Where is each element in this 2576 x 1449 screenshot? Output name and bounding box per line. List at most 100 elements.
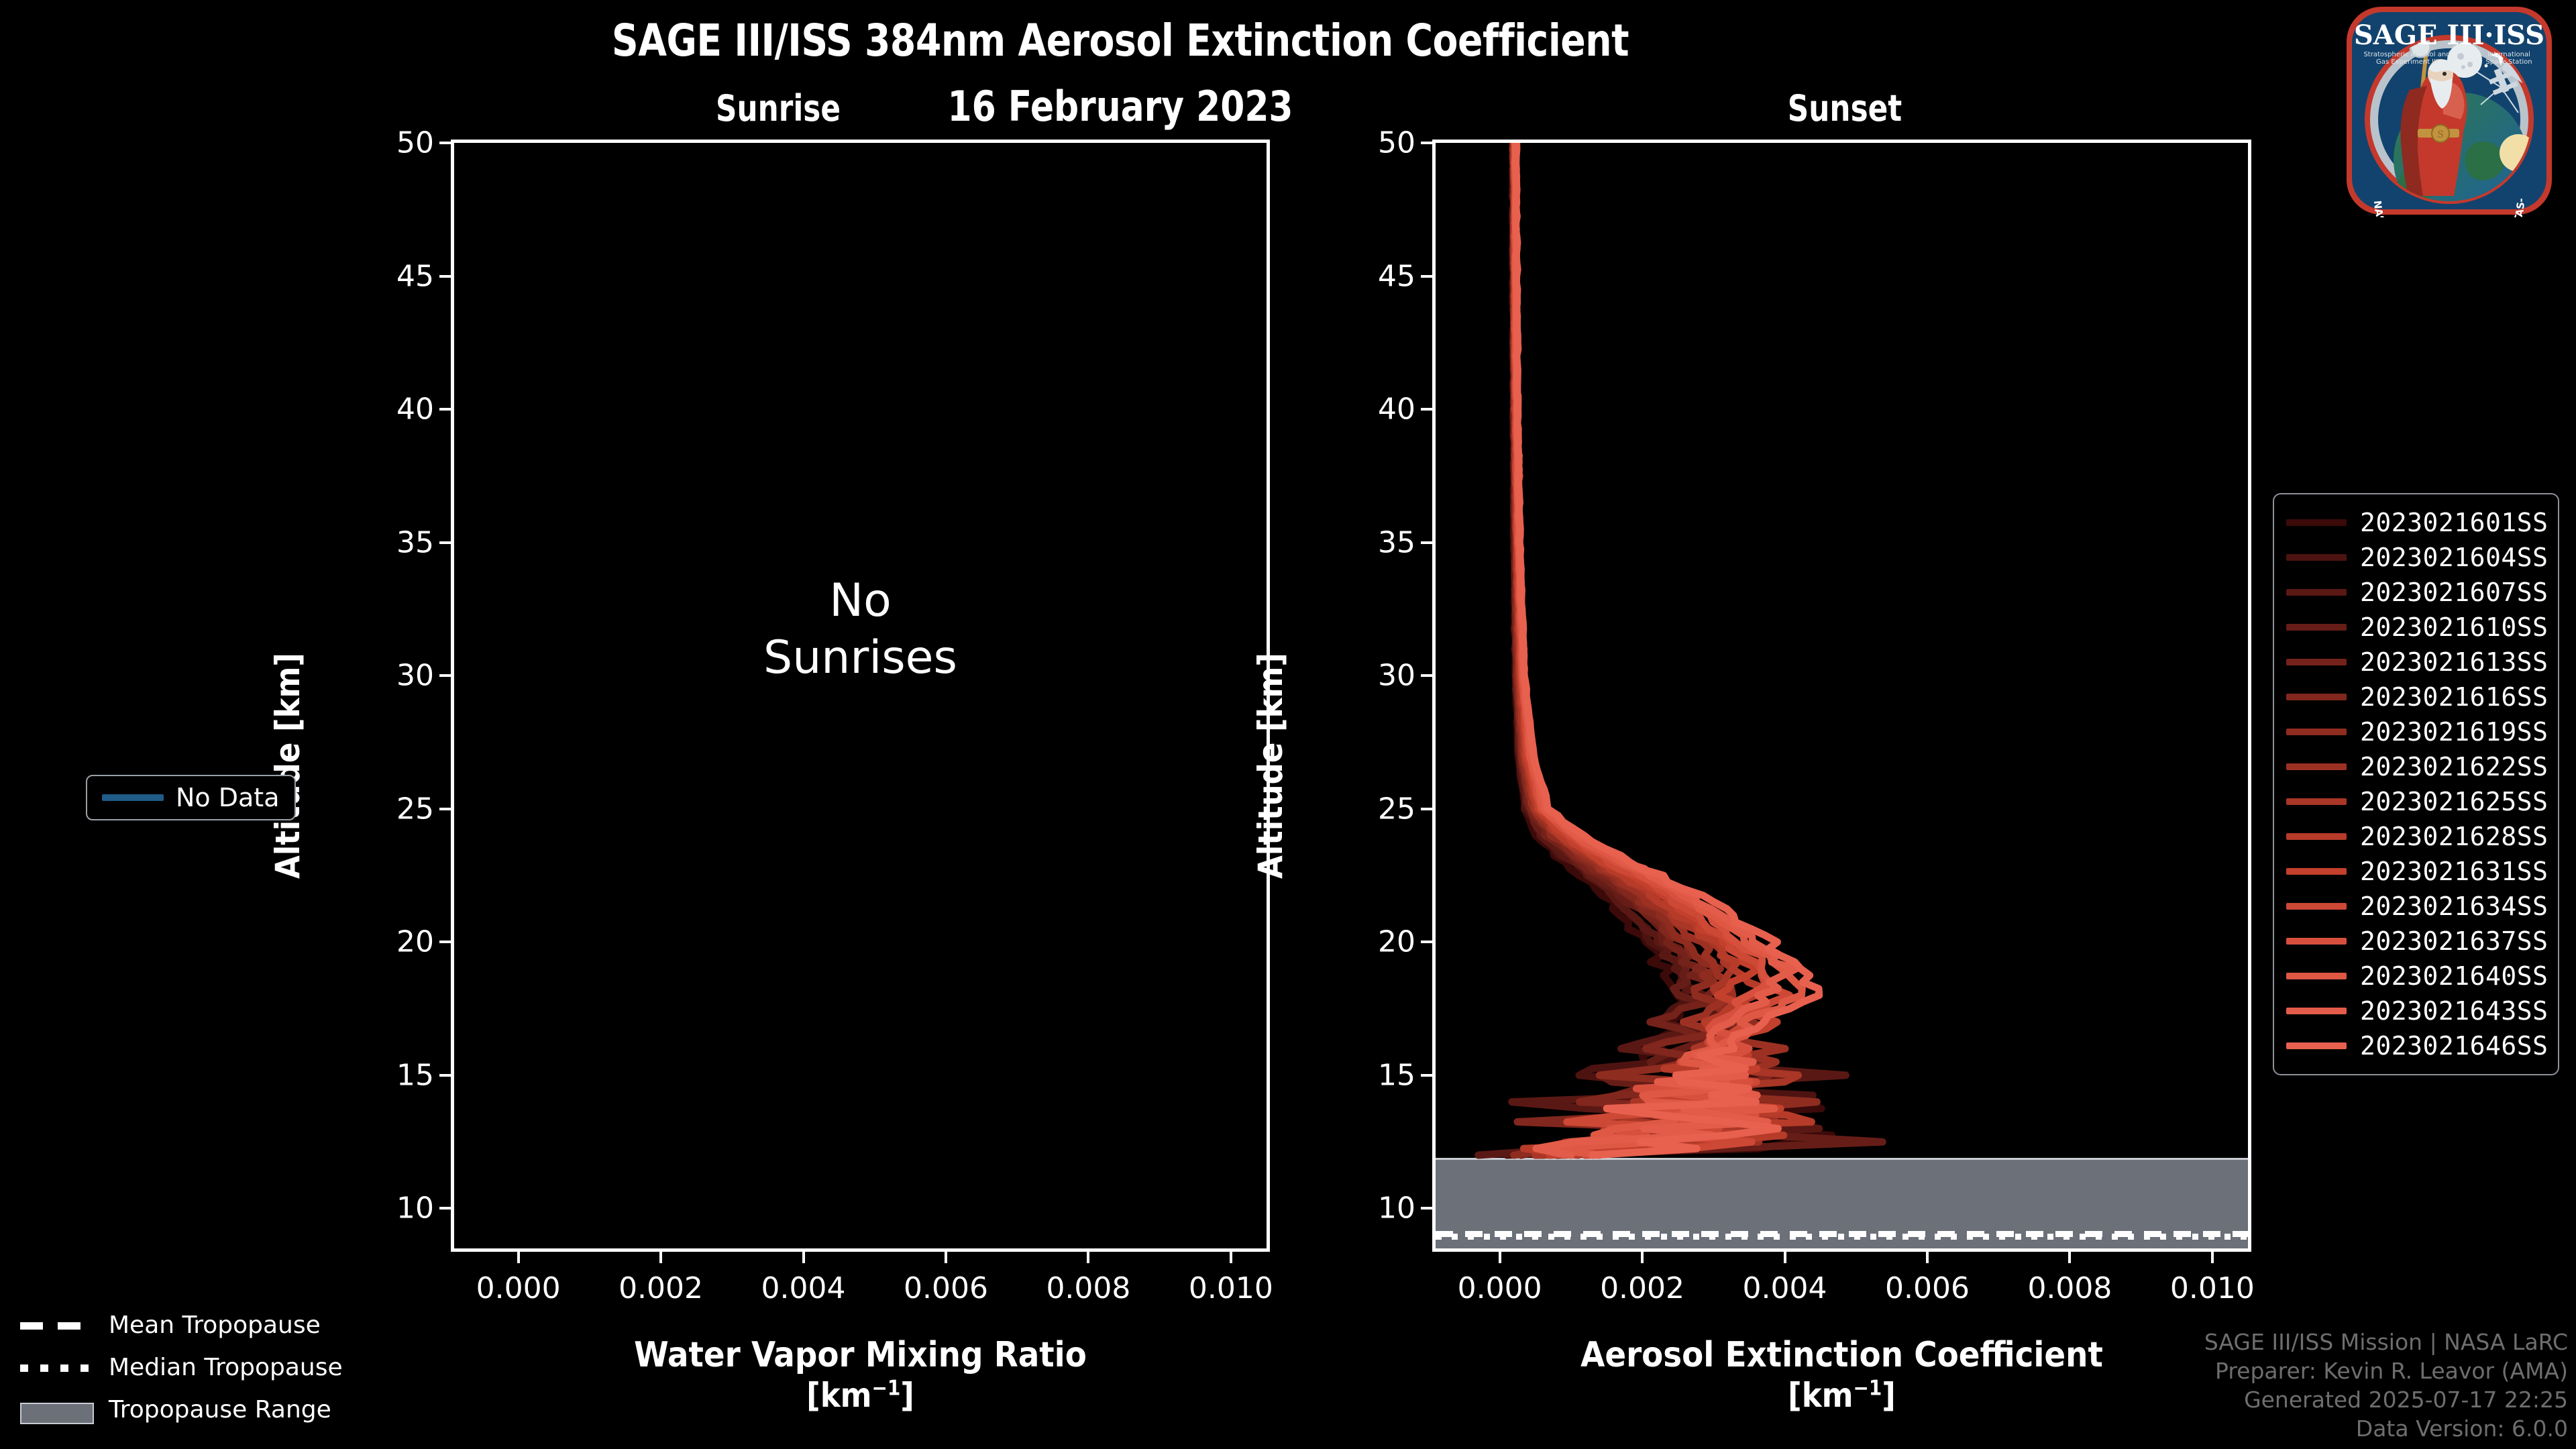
y-tick-mark bbox=[1421, 408, 1436, 411]
y-tick-mark bbox=[1421, 941, 1436, 944]
legend-item-2023021619SS[interactable]: 2023021619SS bbox=[2286, 714, 2548, 749]
x-tick-mark bbox=[517, 1248, 520, 1263]
attribution-block: SAGE III/ISS Mission | NASA LaRC Prepare… bbox=[2204, 1328, 2568, 1444]
y-tick-label-20: 20 bbox=[396, 924, 434, 959]
legend-line-swatch bbox=[2286, 554, 2347, 561]
sunrise-y-axis-label: Altitude [km] bbox=[268, 653, 307, 879]
legend-line-swatch bbox=[2286, 973, 2347, 979]
legend-label: 2023021601SS bbox=[2360, 508, 2548, 537]
y-tick-mark bbox=[439, 274, 454, 278]
y-tick-label-35: 35 bbox=[1378, 525, 1415, 560]
attribution-generated: Generated 2025-07-17 22:25 bbox=[2244, 1387, 2568, 1413]
legend-label: 2023021616SS bbox=[2360, 682, 2548, 712]
y-tick-label-40: 40 bbox=[396, 392, 434, 427]
legend-item-2023021628SS[interactable]: 2023021628SS bbox=[2286, 819, 2548, 854]
legend-line-swatch bbox=[2286, 903, 2347, 910]
sunset-y-axis-label: Altitude [km] bbox=[1251, 653, 1290, 879]
y-tick-label-10: 10 bbox=[1378, 1191, 1415, 1226]
attribution-preparer: Preparer: Kevin R. Leavor (AMA) bbox=[2215, 1358, 2568, 1385]
legend-line-swatch bbox=[2286, 798, 2347, 805]
svg-text:Stratospheric Aerosol and: Stratospheric Aerosol and bbox=[2363, 51, 2450, 58]
legend-item-2023021646SS[interactable]: 2023021646SS bbox=[2286, 1028, 2548, 1063]
legend-line-swatch bbox=[2286, 589, 2347, 596]
y-tick-mark bbox=[439, 674, 454, 678]
legend-item-2023021607SS[interactable]: 2023021607SS bbox=[2286, 575, 2548, 610]
sunrise-plot-area: No Sunrises bbox=[454, 143, 1267, 1248]
x-tick-label-3: 0.006 bbox=[1884, 1271, 1970, 1305]
x-tick-label-4: 0.008 bbox=[1046, 1271, 1131, 1305]
legend-line-swatch bbox=[2286, 1042, 2347, 1049]
no-data-legend-label: No Data bbox=[176, 783, 280, 812]
profile-curve-2023021643SS bbox=[1511, 143, 1801, 1159]
no-data-legend[interactable]: No Data bbox=[86, 775, 296, 820]
y-tick-label-50: 50 bbox=[1378, 125, 1415, 160]
x-tick-label-1: 0.002 bbox=[1600, 1271, 1685, 1305]
legend-label: 2023021628SS bbox=[2360, 822, 2548, 851]
legend-label: 2023021604SS bbox=[2360, 543, 2548, 572]
legend-line-swatch bbox=[2286, 868, 2347, 875]
y-tick-mark bbox=[439, 941, 454, 944]
attribution-mission: SAGE III/ISS Mission | NASA LaRC bbox=[2204, 1329, 2568, 1356]
y-tick-label-25: 25 bbox=[1378, 792, 1415, 826]
legend-item-2023021625SS[interactable]: 2023021625SS bbox=[2286, 784, 2548, 819]
mean-tropopause-label: Mean Tropopause bbox=[109, 1311, 321, 1339]
svg-text:Space Station: Space Station bbox=[2485, 58, 2532, 66]
sunrise-panel-title: Sunrise bbox=[715, 87, 841, 129]
no-sunrises-message: No Sunrises bbox=[763, 574, 957, 684]
y-tick-label-15: 15 bbox=[396, 1058, 434, 1093]
legend-item-2023021601SS[interactable]: 2023021601SS bbox=[2286, 505, 2548, 540]
x-tick-mark bbox=[1087, 1248, 1090, 1263]
y-tick-mark bbox=[439, 142, 454, 144]
legend-item-2023021643SS[interactable]: 2023021643SS bbox=[2286, 994, 2548, 1028]
legend-item-2023021640SS[interactable]: 2023021640SS bbox=[2286, 959, 2548, 994]
legend-item-2023021634SS[interactable]: 2023021634SS bbox=[2286, 889, 2548, 924]
legend-item-tropopause-range[interactable]: Tropopause Range bbox=[20, 1396, 343, 1424]
svg-text:International: International bbox=[2487, 51, 2530, 58]
y-tick-label-30: 30 bbox=[1378, 658, 1415, 693]
y-tick-mark bbox=[1421, 274, 1436, 278]
y-tick-label-20: 20 bbox=[1378, 924, 1415, 959]
x-tick-label-2: 0.004 bbox=[761, 1271, 846, 1305]
x-tick-label-5: 0.010 bbox=[1188, 1271, 1273, 1305]
x-tick-label-0: 0.000 bbox=[1457, 1271, 1542, 1305]
x-tick-mark bbox=[2210, 1248, 2214, 1263]
x-tick-mark bbox=[659, 1248, 663, 1263]
median-tropopause-line bbox=[1436, 1234, 2248, 1240]
page-title: SAGE III/ISS 384nm Aerosol Extinction Co… bbox=[611, 15, 1629, 66]
legend-item-mean-tropopause[interactable]: Mean Tropopause bbox=[20, 1311, 343, 1339]
legend-item-2023021613SS[interactable]: 2023021613SS bbox=[2286, 645, 2548, 680]
attribution-data-version: Data Version: 6.0.0 bbox=[2355, 1415, 2568, 1442]
tropopause-range-key-icon bbox=[20, 1402, 94, 1424]
legend-item-2023021610SS[interactable]: 2023021610SS bbox=[2286, 610, 2548, 645]
x-tick-mark bbox=[1229, 1248, 1232, 1263]
legend-label: 2023021613SS bbox=[2360, 647, 2548, 677]
legend-label: 2023021607SS bbox=[2360, 578, 2548, 607]
y-tick-mark bbox=[1421, 807, 1436, 810]
median-tropopause-key-icon bbox=[20, 1364, 94, 1372]
legend-item-2023021616SS[interactable]: 2023021616SS bbox=[2286, 680, 2548, 714]
legend-line-swatch bbox=[2286, 519, 2347, 526]
y-tick-mark bbox=[439, 1073, 454, 1077]
legend-label: 2023021625SS bbox=[2360, 787, 2548, 816]
profile-event-legend[interactable]: 2023021601SS 2023021604SS 2023021607SS 2023… bbox=[2273, 493, 2559, 1075]
sunrise-x-axis-unit: [km−1] bbox=[806, 1376, 914, 1415]
legend-item-2023021637SS[interactable]: 2023021637SS bbox=[2286, 924, 2548, 959]
legend-line-swatch bbox=[2286, 659, 2347, 665]
x-tick-label-1: 0.002 bbox=[619, 1271, 704, 1305]
y-tick-label-25: 25 bbox=[396, 792, 434, 826]
x-tick-label-5: 0.010 bbox=[2169, 1271, 2255, 1305]
y-tick-mark bbox=[439, 807, 454, 810]
x-tick-label-0: 0.000 bbox=[476, 1271, 561, 1305]
legend-item-2023021622SS[interactable]: 2023021622SS bbox=[2286, 749, 2548, 784]
y-tick-label-35: 35 bbox=[396, 525, 434, 560]
y-tick-label-30: 30 bbox=[396, 658, 434, 693]
legend-line-swatch bbox=[2286, 694, 2347, 700]
legend-item-median-tropopause[interactable]: Median Tropopause bbox=[20, 1354, 343, 1381]
sunrise-plot-frame: No Sunrises 10 15 20 25 30 35 40 45 50 0.000 0.00… bbox=[396, 126, 1273, 1306]
mean-tropopause-key-icon bbox=[20, 1322, 94, 1330]
no-data-line-swatch bbox=[102, 794, 164, 801]
legend-label: 2023021637SS bbox=[2360, 926, 2548, 956]
legend-item-2023021631SS[interactable]: 2023021631SS bbox=[2286, 854, 2548, 889]
legend-item-2023021604SS[interactable]: 2023021604SS bbox=[2286, 540, 2548, 575]
y-tick-mark bbox=[1421, 541, 1436, 544]
